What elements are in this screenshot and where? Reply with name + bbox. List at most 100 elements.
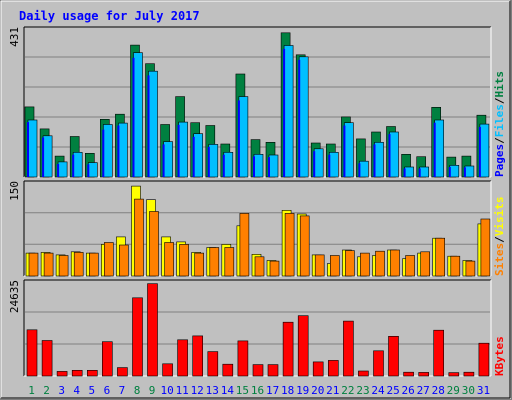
- legend: Pages/Files/Hits: [493, 71, 506, 177]
- legend-entry-sites: Sites: [493, 243, 506, 276]
- day-label-16: 16: [251, 384, 264, 397]
- bar-sites-day-26: [405, 255, 415, 277]
- bar-files-day-31: [479, 123, 490, 178]
- day-label-18: 18: [281, 384, 294, 397]
- bar-files-day-7: [118, 122, 128, 178]
- day-label-30: 30: [462, 384, 475, 397]
- bar-sites-day-7: [119, 244, 129, 277]
- day-label-13: 13: [206, 384, 219, 397]
- bar-kbytes-day-2: [41, 340, 53, 377]
- bar-files-day-24: [374, 142, 384, 178]
- bar-pages-day-30: [463, 167, 466, 177]
- bar-pages-day-21: [328, 154, 331, 177]
- day-label-21: 21: [326, 384, 339, 397]
- bar-files-day-18: [283, 45, 294, 178]
- y-max-label: 24635: [8, 280, 21, 313]
- bar-sites-day-19: [299, 215, 310, 277]
- bar-sites-day-17: [269, 260, 280, 277]
- day-label-26: 26: [401, 384, 414, 397]
- bar-sites-day-31: [480, 218, 491, 277]
- day-label-5: 5: [88, 384, 95, 397]
- day-label-31: 31: [477, 384, 490, 397]
- day-label-22: 22: [341, 384, 354, 397]
- bar-files-day-26: [404, 166, 414, 178]
- bar-files-day-16: [253, 154, 264, 178]
- bar-pages-day-11: [177, 124, 180, 177]
- bar-kbytes-day-30: [463, 371, 475, 377]
- bar-sites-day-1: [28, 252, 39, 277]
- day-label-25: 25: [386, 384, 399, 397]
- bar-files-day-8: [133, 52, 143, 178]
- day-label-23: 23: [356, 384, 369, 397]
- bar-pages-day-16: [253, 156, 255, 177]
- bar-kbytes-day-9: [147, 283, 158, 377]
- bar-sites-day-10: [164, 242, 174, 277]
- y-max-label: 150: [8, 181, 21, 201]
- day-label-12: 12: [191, 384, 204, 397]
- legend-entry-files: Files: [493, 104, 506, 137]
- bar-pages-day-27: [418, 168, 421, 177]
- bar-sites-day-21: [329, 255, 340, 277]
- bar-sites-day-24: [375, 250, 385, 277]
- day-label-15: 15: [236, 384, 249, 397]
- bar-pages-day-12: [192, 136, 195, 177]
- bar-sites-day-12: [194, 252, 204, 277]
- bar-pages-day-20: [313, 151, 316, 177]
- bar-sites-day-3: [58, 255, 69, 277]
- bar-pages-day-17: [268, 157, 270, 177]
- bar-files-day-14: [223, 152, 234, 178]
- bar-sites-day-30: [465, 260, 476, 277]
- bar-files-day-5: [88, 162, 98, 178]
- day-label-27: 27: [417, 384, 430, 397]
- day-label-20: 20: [311, 384, 324, 397]
- bar-sites-day-25: [390, 249, 400, 277]
- panel-hits-files-pages: 431 Pages/Files/Hits: [8, 26, 506, 178]
- bar-pages-day-19: [298, 59, 301, 177]
- legend-separator: /: [493, 137, 506, 144]
- bar-sites-day-8: [134, 198, 144, 277]
- bar-sites-day-14: [224, 247, 235, 277]
- bar-sites-day-11: [179, 244, 189, 277]
- bar-files-day-27: [419, 166, 430, 178]
- x-axis-day-labels: 1 2 3 4 5 6 7 8 9 10 11 12 13 14 15 16 17 18 19 20 21 22 23 24 2…: [28, 384, 490, 397]
- bar-pages-day-7: [117, 125, 120, 177]
- bar-files-day-20: [313, 148, 324, 178]
- bar-files-day-13: [208, 144, 219, 178]
- bar-files-day-6: [103, 124, 113, 178]
- day-label-29: 29: [447, 384, 460, 397]
- bar-files-day-23: [359, 160, 369, 178]
- y-max-label: 431: [8, 27, 21, 47]
- bar-files-day-22: [344, 122, 354, 178]
- chart-title: Daily usage for July 2017: [19, 9, 200, 23]
- bar-kbytes-day-13: [207, 351, 219, 377]
- legend-entry-visits: Visits: [493, 197, 506, 237]
- bar-files-day-4: [72, 152, 83, 178]
- bar-files-day-11: [178, 121, 188, 178]
- bar-sites-day-5: [89, 252, 99, 277]
- bar-kbytes-day-23: [358, 370, 369, 377]
- bar-sites-day-2: [43, 252, 54, 277]
- day-label-28: 28: [432, 384, 445, 397]
- bar-kbytes-day-20: [312, 361, 324, 377]
- bar-files-day-10: [163, 141, 173, 178]
- bar-files-day-30: [464, 165, 475, 178]
- bar-pages-day-2: [42, 137, 45, 177]
- bar-sites-day-13: [209, 247, 220, 277]
- bar-kbytes-day-15: [237, 340, 249, 377]
- bar-pages-day-22: [343, 125, 346, 177]
- day-label-2: 2: [43, 384, 50, 397]
- day-label-3: 3: [58, 384, 65, 397]
- bar-pages-day-23: [358, 163, 361, 177]
- bar-pages-day-29: [448, 167, 451, 177]
- legend-entry-kbytes: KBytes: [493, 336, 506, 376]
- bar-pages-day-4: [72, 154, 75, 177]
- bar-files-day-12: [193, 133, 203, 178]
- day-label-1: 1: [28, 384, 35, 397]
- bar-files-day-17: [268, 154, 279, 178]
- bar-pages-day-18: [283, 48, 286, 178]
- legend: KBytes: [493, 336, 506, 376]
- bar-files-day-29: [449, 165, 460, 178]
- bar-sites-day-18: [284, 213, 295, 277]
- plot-area: [24, 280, 491, 376]
